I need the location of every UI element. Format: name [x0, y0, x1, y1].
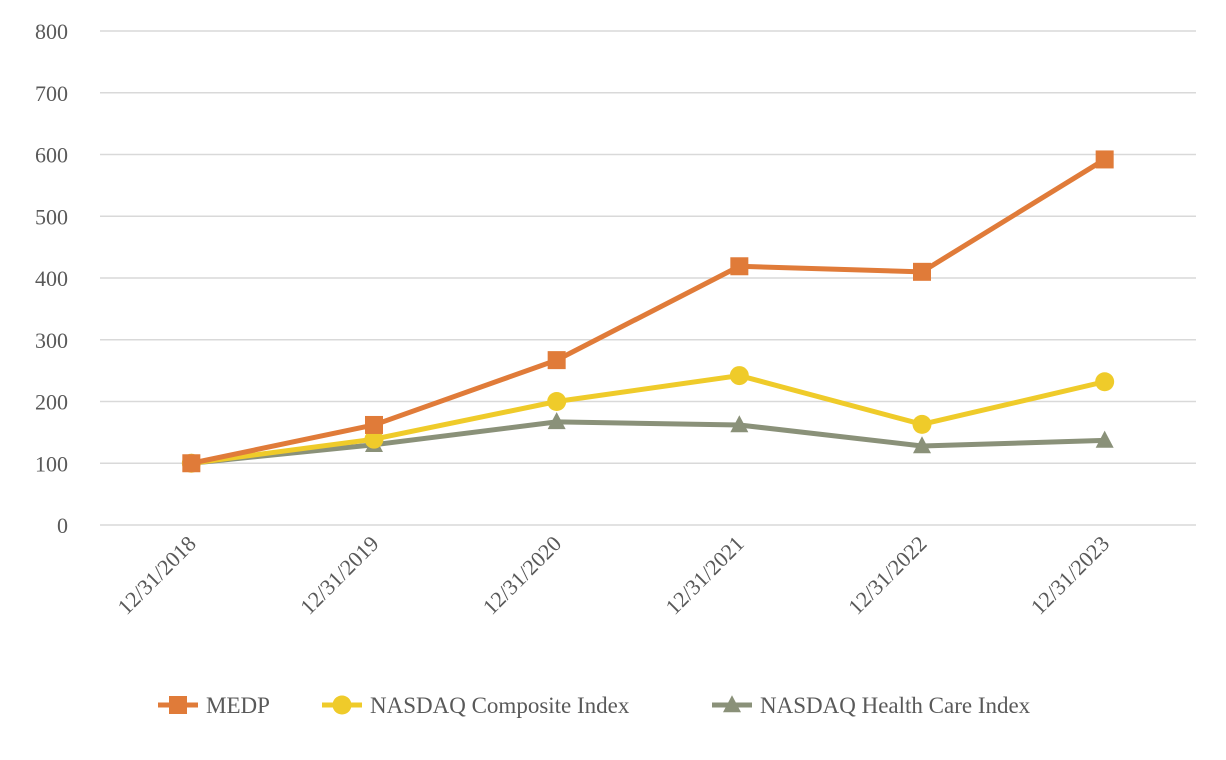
x-tick-label: 12/31/2023	[1026, 531, 1115, 620]
data-point-triangle	[913, 436, 931, 454]
data-point-circle	[729, 366, 749, 386]
x-tick-label: 12/31/2020	[478, 531, 567, 620]
data-point-square	[730, 257, 749, 276]
legend-item: MEDP	[158, 693, 270, 718]
series-line	[191, 419, 1105, 466]
data-point-triangle	[730, 415, 749, 433]
x-tick-label: 12/31/2018	[112, 531, 201, 620]
legend: MEDP NASDAQ Composite Index NASDAQ Health …	[158, 693, 1031, 718]
x-tick-label: 12/31/2021	[660, 531, 749, 620]
y-tick-label: 300	[35, 328, 68, 353]
data-point-circle	[912, 414, 932, 434]
data-point-square	[913, 262, 931, 281]
x-tick-label: 12/31/2022	[843, 531, 932, 620]
y-axis-ticks: 0 100 200 300 400 500 600 700 800	[35, 19, 68, 538]
data-point-triangle	[547, 412, 566, 430]
legend-label: NASDAQ Health Care Index	[760, 693, 1031, 718]
series-medp	[182, 150, 1114, 473]
series-line	[190, 157, 1106, 466]
data-point-square	[1095, 150, 1114, 169]
series-nasdaq-composite-index	[181, 366, 1115, 473]
data-point-circle	[1095, 372, 1115, 392]
y-tick-label: 600	[35, 143, 68, 168]
data-point-square	[547, 351, 566, 370]
y-tick-label: 800	[35, 19, 68, 44]
y-tick-label: 200	[35, 390, 68, 415]
y-tick-label: 100	[35, 451, 68, 476]
series-line	[191, 373, 1106, 466]
y-tick-label: 0	[57, 513, 68, 538]
y-tick-label: 500	[35, 204, 68, 229]
x-tick-label: 12/31/2019	[295, 531, 384, 620]
data-point-circle	[332, 695, 352, 715]
legend-item: NASDAQ Composite Index	[322, 693, 630, 718]
y-tick-label: 400	[35, 266, 68, 291]
data-point-triangle	[723, 695, 741, 713]
series-nasdaq-health-care-index	[182, 412, 1114, 471]
gridlines	[100, 30, 1196, 526]
data-point-square	[169, 696, 187, 714]
data-point-circle	[364, 429, 384, 449]
legend-label: MEDP	[206, 693, 270, 718]
data-point-circle	[547, 392, 567, 411]
series-layer	[181, 150, 1115, 473]
data-point-square	[365, 415, 383, 434]
data-point-triangle	[1095, 430, 1114, 448]
x-axis-ticks: 12/31/2018 12/31/2019 12/31/2020 12/31/2021…	[112, 531, 1114, 620]
legend-label: NASDAQ Composite Index	[370, 693, 630, 718]
legend-item: NASDAQ Health Care Index	[712, 693, 1031, 718]
y-tick-label: 700	[35, 81, 68, 106]
data-point-square	[182, 454, 201, 473]
